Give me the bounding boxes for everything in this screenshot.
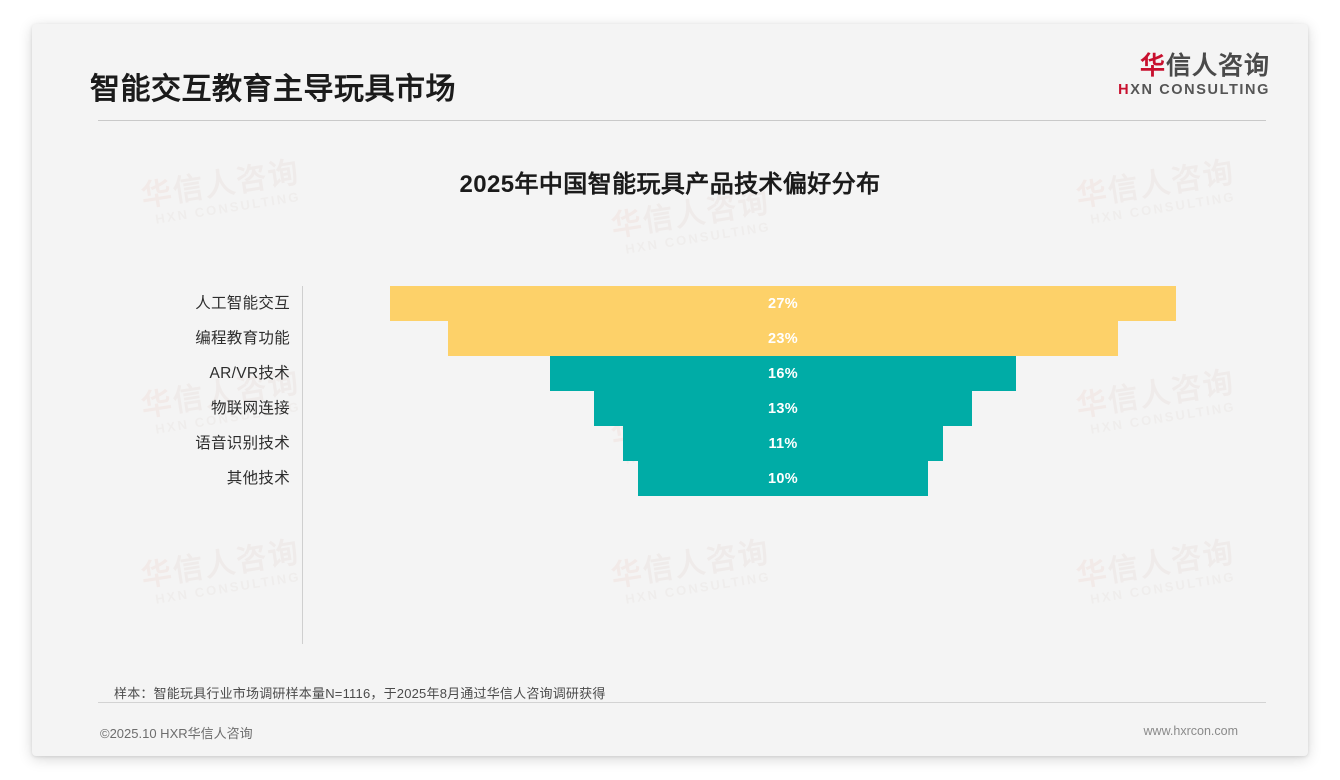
slide-header: 智能交互教育主导玩具市场 华信人咨询 HXN CONSULTING	[32, 24, 1308, 124]
footer-divider	[98, 702, 1266, 703]
chart-bar[interactable]: 10%	[637, 461, 929, 496]
brand-name-cn: 华信人咨询	[1118, 52, 1270, 80]
chart-bar-row: 人工智能交互 27%	[32, 286, 1308, 321]
brand-en-rest: XN CONSULTING	[1130, 82, 1270, 98]
chart-bar[interactable]: 16%	[550, 356, 1016, 391]
chart-bar-row: AR/VR技术 16%	[32, 356, 1308, 391]
chart-category-label: 语音识别技术	[195, 435, 290, 452]
chart-bar-value: 16%	[768, 365, 798, 382]
chart-category-label: AR/VR技术	[209, 365, 290, 382]
brand-logo: 华信人咨询 HXN CONSULTING	[1118, 52, 1270, 98]
brand-en-red: H	[1118, 82, 1131, 98]
copyright-text: ©2025.10 HXR华信人咨询	[100, 726, 253, 741]
chart-bar-row: 物联网连接 13%	[32, 391, 1308, 426]
chart-bar-rows: 人工智能交互 27% 编程教育功能 23% AR/VR技术 16% 物联网连接 13% 语音识别…	[32, 286, 1308, 496]
sample-note: 样本：智能玩具行业市场调研样本量N=1116，于2025年8月通过华信人咨询调研…	[114, 686, 606, 701]
chart-bar[interactable]: 13%	[593, 391, 973, 426]
chart-bar-row: 编程教育功能 23%	[32, 321, 1308, 356]
chart-bar-track: 13%	[303, 391, 1263, 426]
brand-cn-red: 华	[1139, 52, 1166, 80]
chart-axis-line	[302, 286, 303, 644]
chart-title: 2025年中国智能玩具产品技术偏好分布	[459, 171, 881, 198]
chart-bar-track: 11%	[303, 426, 1263, 461]
chart-bar-track: 10%	[303, 461, 1263, 496]
chart-bar-track: 23%	[303, 321, 1263, 356]
chart-bar[interactable]: 23%	[448, 321, 1118, 356]
chart-category-label: 其他技术	[226, 470, 290, 487]
chart-bar-row: 语音识别技术 11%	[32, 426, 1308, 461]
brand-name-en: HXN CONSULTING	[1118, 82, 1270, 98]
chart-bar-value: 11%	[768, 435, 798, 452]
chart-bar[interactable]: 27%	[390, 286, 1176, 321]
watermark-cn-red: 华	[609, 205, 646, 244]
chart-bar-track: 16%	[303, 356, 1263, 391]
site-url[interactable]: www.hxrcon.com	[1143, 724, 1238, 738]
chart-bar-value: 27%	[768, 295, 798, 312]
chart-bar[interactable]: 11%	[623, 426, 943, 461]
chart-bar-row: 其他技术 10%	[32, 461, 1308, 496]
header-divider	[98, 120, 1266, 121]
brand-cn-rest: 信人咨询	[1165, 52, 1270, 80]
chart-bar-value: 23%	[768, 330, 798, 347]
chart-category-label: 编程教育功能	[195, 330, 290, 347]
chart-bar-track: 27%	[303, 286, 1263, 321]
slide-footer: ©2025.10 HXR华信人咨询 www.hxrcon.com	[32, 714, 1308, 756]
chart-plot-area: 人工智能交互 27% 编程教育功能 23% AR/VR技术 16% 物联网连接 13% 语音识别…	[32, 264, 1308, 644]
watermark-en: HXN CONSULTING	[624, 218, 772, 257]
chart-bar-value: 13%	[768, 400, 798, 417]
page-title: 智能交互教育主导玩具市场	[90, 73, 456, 106]
chart-category-label: 人工智能交互	[195, 295, 290, 312]
chart-bar-value: 10%	[768, 470, 798, 487]
slide: 华信人咨询 HXN CONSULTING 华信人咨询 HXN CONSULTING 华信…	[32, 24, 1308, 756]
chart-category-label: 物联网连接	[210, 400, 290, 417]
